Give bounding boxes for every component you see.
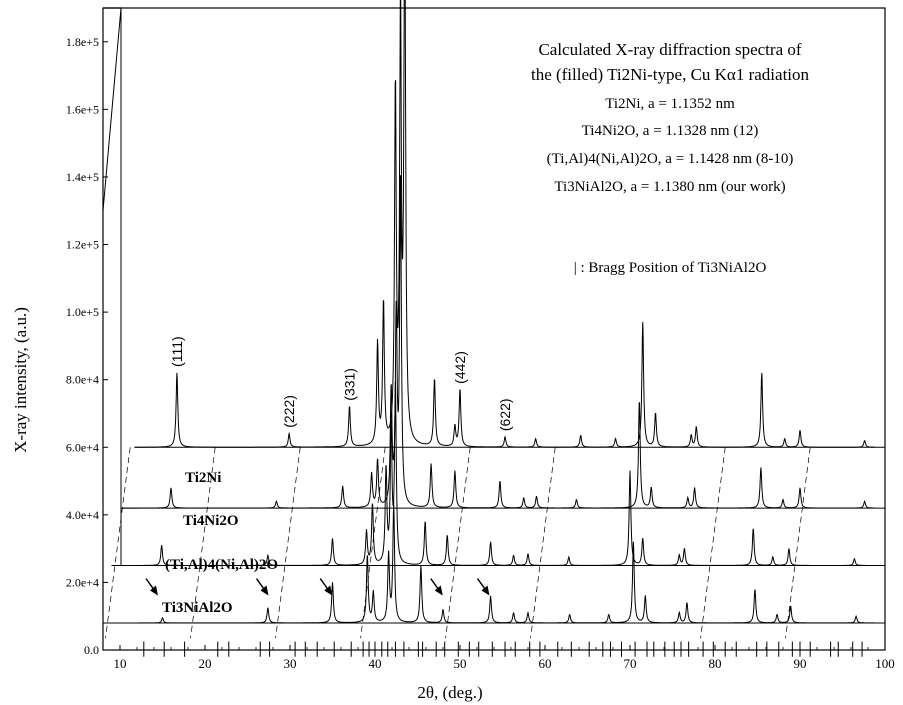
x-tick-label: 100 — [875, 656, 895, 671]
hkl-labels: (111) (222) (331) (442) (622) — [169, 336, 513, 431]
arrow-head — [260, 585, 269, 596]
y-tick-label: 6.0e+4 — [66, 440, 99, 454]
y-tick-label: 1.8e+5 — [66, 35, 99, 49]
legend-line-1: Ti2Ni, a = 1.1352 nm — [605, 96, 735, 112]
peak-arrows — [145, 578, 490, 596]
legend-block: Ti2Ni, a = 1.1352 nm Ti4Ni2O, a = 1.1328… — [547, 96, 794, 276]
hkl-label: (222) — [281, 395, 297, 428]
arrow-head — [150, 585, 158, 596]
plot-border — [102, 7, 886, 651]
x-axis-ticks: 10 20 30 40 50 60 70 80 90 100 — [114, 645, 895, 671]
y-axis-ticks: 0.0 2.0e+4 4.0e+4 6.0e+4 8.0e+4 1.0e+5 1.2e+5 1… — [66, 35, 108, 657]
hkl-label: (622) — [497, 398, 513, 431]
bragg-note: | : Bragg Position of Ti3NiAl2O — [574, 260, 767, 276]
series-label: Ti3NiAl2O — [162, 600, 233, 616]
y-tick-label: 0.0 — [84, 643, 99, 657]
y-tick-label: 8.0e+4 — [66, 373, 99, 387]
perspective-guide — [785, 447, 811, 639]
legend-line-3: (Ti,Al)4(Ni,Al)2O, a = 1.1428 nm (8-10) — [547, 151, 794, 167]
y-tick-label: 1.2e+5 — [66, 238, 99, 252]
y-tick-label: 1.6e+5 — [66, 102, 99, 116]
x-tick-label: 70 — [624, 656, 637, 671]
title-line-2: the (filled) Ti2Ni-type, Cu Kα1 radiatio… — [531, 65, 810, 84]
y-tick-label: 4.0e+4 — [66, 508, 99, 522]
perspective-guide — [445, 447, 471, 639]
x-tick-label: 20 — [199, 656, 212, 671]
series-label: Ti2Ni — [185, 470, 221, 486]
plot-frame — [102, 7, 886, 651]
hkl-label: (111) — [169, 336, 185, 367]
arrow-head — [434, 585, 443, 596]
bragg-ticks — [143, 641, 863, 657]
chart-title: Calculated X-ray diffraction spectra of … — [531, 40, 810, 84]
perspective-guide — [190, 447, 216, 639]
series-labels: Ti2Ni Ti4Ni2O (Ti,Al)4(Ni,Al)2O Ti3NiAl2O — [162, 470, 278, 616]
legend-line-4: Ti3NiAl2O, a = 1.1380 nm (our work) — [554, 179, 785, 195]
hkl-label: (442) — [452, 351, 468, 384]
arrow-head — [481, 585, 490, 596]
perspective-guide — [360, 447, 386, 639]
x-tick-label: 80 — [709, 656, 722, 671]
legend-line-2: Ti4Ni2O, a = 1.1328 nm (12) — [582, 123, 759, 139]
x-tick-label: 50 — [454, 656, 467, 671]
y-tick-label: 1.4e+5 — [66, 170, 99, 184]
x-tick-label: 90 — [794, 656, 807, 671]
perspective-guide — [275, 447, 301, 639]
perspective-guide — [105, 447, 131, 639]
y-tick-label: 1.0e+5 — [66, 305, 99, 319]
perspective-guide — [530, 447, 556, 639]
y-axis-label: X-ray intensity, (a.u.) — [11, 307, 30, 453]
title-line-1: Calculated X-ray diffraction spectra of — [538, 40, 801, 59]
spectra-traces — [103, 0, 885, 624]
series-trace-2 — [121, 175, 875, 509]
x-axis-label: 2θ, (deg.) — [417, 683, 482, 702]
perspective-guide — [700, 447, 726, 639]
x-tick-label: 30 — [284, 656, 297, 671]
x-tick-label: 60 — [539, 656, 552, 671]
arrow-head — [324, 585, 333, 596]
hkl-label: (331) — [342, 368, 358, 401]
x-tick-label: 10 — [114, 656, 127, 671]
y-tick-label: 2.0e+4 — [66, 575, 99, 589]
series-label: Ti4Ni2O — [183, 513, 239, 529]
series-label: (Ti,Al)4(Ni,Al)2O — [165, 557, 278, 573]
x-tick-label: 40 — [369, 656, 382, 671]
